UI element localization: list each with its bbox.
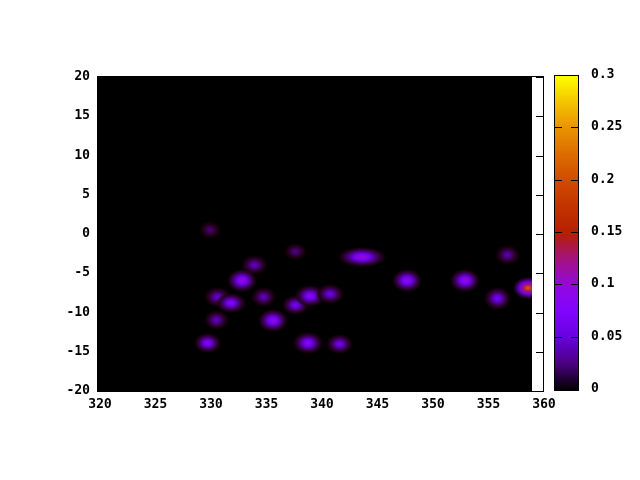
y-tick-mark [536,312,543,314]
y-tick-label: -5 [74,265,90,281]
y-tick-mark [536,155,543,157]
x-tick-label: 330 [199,397,223,412]
x-tick-label: 345 [365,397,390,412]
y-tick-mark [536,391,543,392]
colorbar [554,75,579,391]
heatmap-plot-area [98,77,532,391]
heat-blob [494,245,520,266]
heat-blob [284,242,307,260]
colorbar-tick-mark [571,337,578,338]
y-tick-label: -10 [66,304,90,320]
colorbar-tick-mark [555,389,562,390]
y-tick-mark [536,234,543,235]
colorbar-tick-label: 0 [591,381,599,396]
colorbar-tick-label: 0.15 [591,224,623,239]
colorbar-tick-mark [571,180,578,181]
heat-blob [316,283,344,304]
y-tick-mark [536,116,543,118]
colorbar-tick-mark [571,232,578,233]
colorbar-tick-mark [555,284,562,285]
x-tick-label: 340 [310,397,334,412]
y-tick-label: 10 [74,147,90,163]
colorbar-tick-mark [571,127,578,128]
colorbar-tick-mark [571,284,578,285]
x-tick-label: 350 [421,397,445,412]
x-tick-label: 355 [476,397,501,412]
y-tick-label: -15 [66,343,90,359]
heat-blob [215,293,246,314]
y-tick-label: 0 [82,226,90,241]
y-tick-mark [536,273,543,275]
heat-blob [450,269,481,292]
x-tick-label: 320 [88,397,112,412]
heat-blob [227,269,258,292]
colorbar-tick-mark [555,180,562,181]
colorbar-tick-mark [555,127,562,128]
heat-blob [204,310,230,331]
colorbar-tick-mark [571,389,578,390]
heat-blob [250,286,276,307]
y-tick-label: 20 [74,69,90,84]
y-tick-label: 15 [74,108,90,124]
heat-blob [292,331,323,355]
y-tick-mark [536,77,543,78]
y-tick-label: 5 [82,186,90,202]
x-tick-label: 335 [254,397,279,412]
heat-blob [258,309,289,332]
x-tick-label: 325 [143,397,168,412]
heat-blob [483,287,512,310]
plot-frame-border [97,76,544,392]
heat-blob [338,246,386,267]
y-tick-label: -20 [66,383,90,398]
y-tick-mark [536,194,543,196]
colorbar-tick-mark [571,75,578,76]
colorbar-tick-mark [555,337,562,338]
heat-blob [193,333,222,354]
heat-blob [392,269,423,292]
heat-blob [513,276,532,300]
colorbar-tick-label: 0.3 [591,67,615,82]
colorbar-tick-mark [555,232,562,233]
colorbar-tick-label: 0.05 [591,329,623,344]
colorbar-tick-mark [555,75,562,76]
heat-blob [326,333,354,354]
heat-blob [198,221,222,239]
colorbar-tick-label: 0.1 [591,276,615,291]
colorbar-tick-label: 0.25 [591,119,623,134]
colorbar-gradient [555,76,578,390]
colorbar-tick-label: 0.2 [591,172,615,187]
x-tick-label: 360 [532,397,556,412]
y-tick-mark [536,351,543,353]
